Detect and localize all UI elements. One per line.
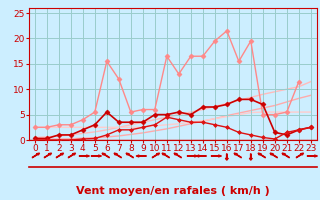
Text: Vent moyen/en rafales ( km/h ): Vent moyen/en rafales ( km/h ) <box>76 186 270 196</box>
